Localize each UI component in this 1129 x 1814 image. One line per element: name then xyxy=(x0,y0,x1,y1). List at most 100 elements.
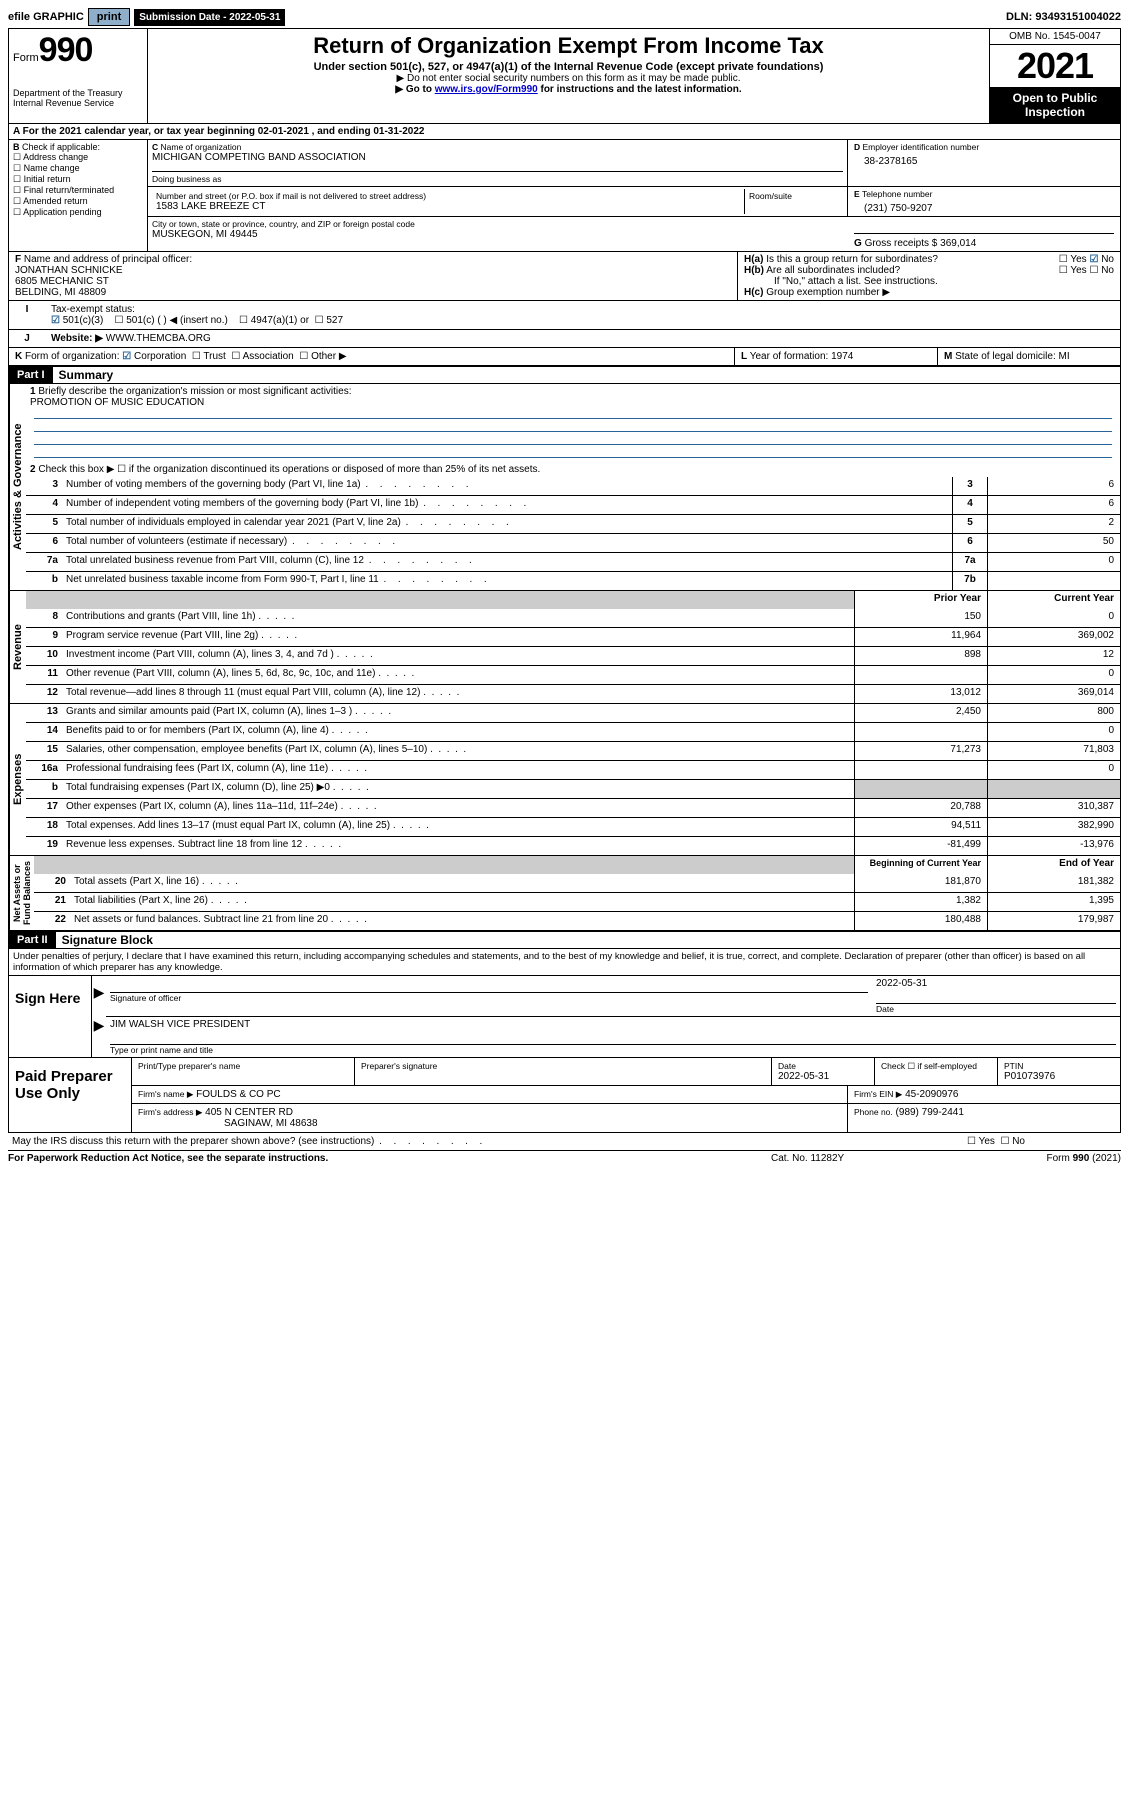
ptin-label: PTIN xyxy=(1004,1061,1114,1071)
col-c-to-g: C Name of organization MICHIGAN COMPETIN… xyxy=(148,140,1120,251)
ha-no[interactable] xyxy=(1089,254,1101,265)
street-address: 1583 LAKE BREEZE CT xyxy=(156,201,740,212)
i-501c[interactable] xyxy=(114,315,126,326)
k-o1: Corporation xyxy=(134,351,186,362)
col-h: H(a) Is this a group return for subordin… xyxy=(737,252,1120,300)
row-i: I Tax-exempt status: 501(c)(3) 501(c) ( … xyxy=(9,301,1120,330)
l-label: Year of formation: xyxy=(750,351,829,362)
rev-section: Revenue Prior Year Current Year 8Contrib… xyxy=(9,591,1120,704)
declaration: Under penalties of perjury, I declare th… xyxy=(9,949,1120,975)
side-netassets: Net Assets orFund Balances xyxy=(9,856,34,930)
side-revenue: Revenue xyxy=(9,591,26,703)
line-row: 22Net assets or fund balances. Subtract … xyxy=(34,911,1120,930)
firm-addr2: SAGINAW, MI 48638 xyxy=(138,1118,318,1129)
side-governance: Activities & Governance xyxy=(9,384,26,590)
omb-number: OMB No. 1545-0047 xyxy=(990,29,1120,45)
i-o3: 4947(a)(1) or xyxy=(251,315,309,326)
top-bar: efile GRAPHIC print Submission Date - 20… xyxy=(8,8,1121,26)
part1-bar: Part I Summary xyxy=(9,366,1120,384)
row-klm: K Form of organization: Corporation Trus… xyxy=(9,348,1120,366)
prep-sig-label: Preparer's signature xyxy=(361,1061,765,1071)
ein: 38-2378165 xyxy=(854,152,1114,167)
form-id-cell: Form990 Department of the Treasury Inter… xyxy=(9,29,148,123)
k-o3: Association xyxy=(243,351,294,362)
side-expenses: Expenses xyxy=(9,704,26,855)
street-label: Number and street (or P.O. box if mail i… xyxy=(156,191,740,201)
i-o4: 527 xyxy=(326,315,343,326)
discuss-row: May the IRS discuss this return with the… xyxy=(8,1133,1121,1151)
form-number: 990 xyxy=(39,31,93,69)
hb-no-lbl: No xyxy=(1101,265,1114,276)
ha-yes[interactable] xyxy=(1059,254,1071,265)
i-527[interactable] xyxy=(315,315,327,326)
k-other[interactable] xyxy=(299,351,311,362)
print-button[interactable]: print xyxy=(88,8,130,26)
hb-no[interactable] xyxy=(1089,265,1101,276)
row-j: J Website: ▶ WWW.THEMCBA.ORG xyxy=(9,330,1120,348)
k-assoc[interactable] xyxy=(231,351,242,362)
part1-title: Summary xyxy=(53,368,114,382)
k-o4: Other ▶ xyxy=(311,351,346,362)
hb-text: Are all subordinates included? xyxy=(766,265,900,276)
pra-notice: For Paperwork Reduction Act Notice, see … xyxy=(8,1153,771,1164)
sign-arrow1: ▶▶ xyxy=(92,976,106,1057)
chk-namechange[interactable]: Name change xyxy=(13,163,143,174)
phone-label: Phone no. xyxy=(854,1107,893,1117)
telephone: (231) 750-9207 xyxy=(854,199,1114,214)
m-label: State of legal domicile: xyxy=(955,351,1056,362)
irs-link[interactable]: www.irs.gov/Form990 xyxy=(435,84,538,95)
irs-label: Internal Revenue Service xyxy=(13,98,143,108)
part2-title: Signature Block xyxy=(56,933,153,947)
discuss-no[interactable] xyxy=(1000,1136,1012,1147)
line-row: 13Grants and similar amounts paid (Part … xyxy=(26,704,1120,722)
chk-final[interactable]: Final return/terminated xyxy=(13,185,143,196)
officer-addr2: BELDING, MI 48809 xyxy=(15,287,106,298)
prep-date: 2022-05-31 xyxy=(778,1071,868,1082)
e-label: Telephone number xyxy=(862,189,932,199)
hb-yes[interactable] xyxy=(1059,265,1071,276)
discuss-yes[interactable] xyxy=(967,1136,979,1147)
line-row: 7aTotal unrelated business revenue from … xyxy=(26,552,1120,571)
line-row: 11Other revenue (Part VIII, column (A), … xyxy=(26,665,1120,684)
line-row: 6Total number of volunteers (estimate if… xyxy=(26,533,1120,552)
i-501c3[interactable] xyxy=(51,315,63,326)
sig-officer-label: Signature of officer xyxy=(110,993,868,1003)
k-trust[interactable] xyxy=(192,351,204,362)
ha-text: Is this a group return for subordinates? xyxy=(766,254,938,265)
part2-bar: Part II Signature Block xyxy=(9,931,1120,949)
header-row: Form990 Department of the Treasury Inter… xyxy=(9,29,1120,124)
firm-addr-label: Firm's address ▶ xyxy=(138,1107,202,1117)
q2-text: Check this box ▶ ☐ if the organization d… xyxy=(38,464,540,475)
i-4947[interactable] xyxy=(239,315,251,326)
k-corp[interactable] xyxy=(122,351,134,362)
city-state-zip: MUSKEGON, MI 49445 xyxy=(152,229,844,240)
chk-amended[interactable]: Amended return xyxy=(13,196,143,207)
open-inspection: Open to Public Inspection xyxy=(990,87,1120,123)
part2-hdr: Part II xyxy=(9,932,56,948)
section-a: A For the 2021 calendar year, or tax yea… xyxy=(9,124,1120,140)
chk-address[interactable]: Address change xyxy=(13,152,143,163)
self-employed[interactable]: Check ☐ if self-employed xyxy=(881,1061,991,1072)
officer-typed: JIM WALSH VICE PRESIDENT xyxy=(110,1019,1116,1030)
discuss-no-lbl: No xyxy=(1012,1136,1025,1147)
gross-receipts: 369,014 xyxy=(940,238,976,249)
year-formation: 1974 xyxy=(831,351,853,362)
city-label: City or town, state or province, country… xyxy=(152,219,844,229)
line-row: 9Program service revenue (Part VIII, lin… xyxy=(26,627,1120,646)
line-row: 5Total number of individuals employed in… xyxy=(26,514,1120,533)
discuss-yes-lbl: Yes xyxy=(979,1136,995,1147)
chk-initial[interactable]: Initial return xyxy=(13,174,143,185)
line-row: 4Number of independent voting members of… xyxy=(26,495,1120,514)
org-name: MICHIGAN COMPETING BAND ASSOCIATION xyxy=(152,152,843,163)
chk-pending[interactable]: Application pending xyxy=(13,207,143,218)
state-domicile: MI xyxy=(1059,351,1070,362)
col-current: Current Year xyxy=(987,591,1120,609)
k-label: Form of organization: xyxy=(25,351,120,362)
line-row: 14Benefits paid to or for members (Part … xyxy=(26,722,1120,741)
submission-date-box: Submission Date - 2022-05-31 xyxy=(134,9,285,26)
hb-note: If "No," attach a list. See instructions… xyxy=(744,276,1114,287)
dln: DLN: 93493151004022 xyxy=(1006,11,1121,23)
tax-year: 2021 xyxy=(990,45,1120,87)
ptin: P01073976 xyxy=(1004,1071,1114,1082)
hc-text: Group exemption number ▶ xyxy=(766,287,890,298)
